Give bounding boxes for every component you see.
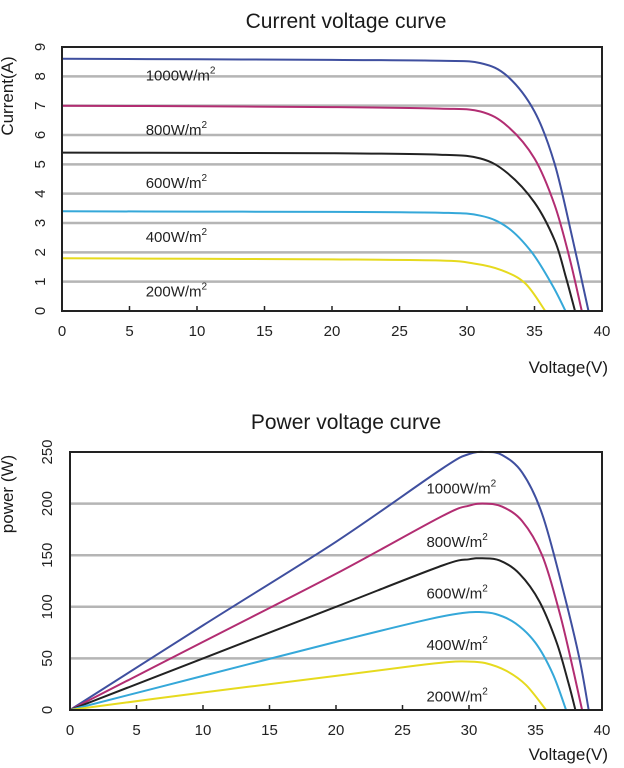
y-tick-label: 0	[39, 706, 56, 714]
series-line	[61, 257, 547, 312]
series-line	[61, 104, 583, 312]
y-tick-label: 8	[32, 72, 49, 80]
x-tick-label: 0	[66, 722, 74, 739]
plot-frame	[69, 451, 603, 711]
y-tick-label: 2	[32, 248, 49, 256]
series-line	[61, 210, 567, 312]
series-line	[69, 610, 568, 711]
y-tick-label: 4	[32, 189, 49, 197]
series-label: 400W/m2	[146, 227, 208, 246]
x-tick-label: 30	[459, 323, 476, 340]
y-tick-label: 9	[32, 43, 49, 51]
x-axis-label: Voltage(V)	[529, 745, 608, 764]
y-tick-label: 5	[32, 160, 49, 168]
x-tick-label: 25	[394, 722, 411, 739]
series-label: 800W/m2	[146, 120, 208, 139]
y-tick-label: 250	[39, 439, 56, 464]
plot-frame	[61, 46, 603, 312]
x-tick-label: 15	[256, 323, 273, 340]
y-tick-label: 6	[32, 131, 49, 139]
y-axis-label: power (W)	[0, 455, 17, 533]
x-tick-label: 5	[125, 323, 133, 340]
series-label: 200W/m2	[146, 281, 208, 300]
y-tick-label: 50	[39, 650, 56, 667]
series-line	[61, 57, 590, 312]
current-voltage-chart: Current voltage curve Current(A) Voltage…	[0, 10, 610, 377]
x-tick-label: 20	[328, 722, 345, 739]
x-tick-label: 5	[132, 722, 140, 739]
series-line	[61, 151, 576, 312]
x-tick-label: 35	[526, 323, 543, 340]
x-tick-label: 25	[391, 323, 408, 340]
y-tick-label: 0	[32, 307, 49, 315]
series-label: 1000W/m2	[146, 66, 216, 85]
y-axis-label: Current(A)	[0, 56, 17, 135]
y-tick-label: 100	[39, 594, 56, 619]
x-tick-label: 30	[461, 722, 478, 739]
x-tick-label: 10	[189, 323, 206, 340]
series-label: 600W/m2	[426, 584, 488, 603]
y-tick-label: 150	[39, 543, 56, 568]
series-label: 600W/m2	[146, 173, 208, 192]
x-tick-label: 10	[195, 722, 212, 739]
power-voltage-chart: Power voltage curve power (W) Voltage(V)…	[0, 411, 610, 764]
series-label: 800W/m2	[426, 532, 488, 551]
y-tick-label: 3	[32, 219, 49, 227]
y-tick-label: 1	[32, 277, 49, 285]
chart-title: Current voltage curve	[246, 10, 447, 33]
series-label: 200W/m2	[426, 687, 488, 706]
x-tick-label: 40	[594, 323, 611, 340]
chart-title: Power voltage curve	[251, 411, 441, 434]
series-line	[69, 502, 584, 711]
series-line	[69, 660, 547, 711]
series-label: 1000W/m2	[426, 478, 496, 497]
x-tick-label: 0	[58, 323, 66, 340]
series-line	[69, 557, 577, 711]
y-tick-label: 7	[32, 101, 49, 109]
x-tick-label: 35	[527, 722, 544, 739]
series-label: 400W/m2	[426, 635, 488, 654]
x-axis-label: Voltage(V)	[529, 358, 608, 377]
y-tick-label: 200	[39, 491, 56, 516]
x-tick-label: 40	[594, 722, 611, 739]
x-tick-label: 15	[261, 722, 278, 739]
x-tick-label: 20	[324, 323, 341, 340]
